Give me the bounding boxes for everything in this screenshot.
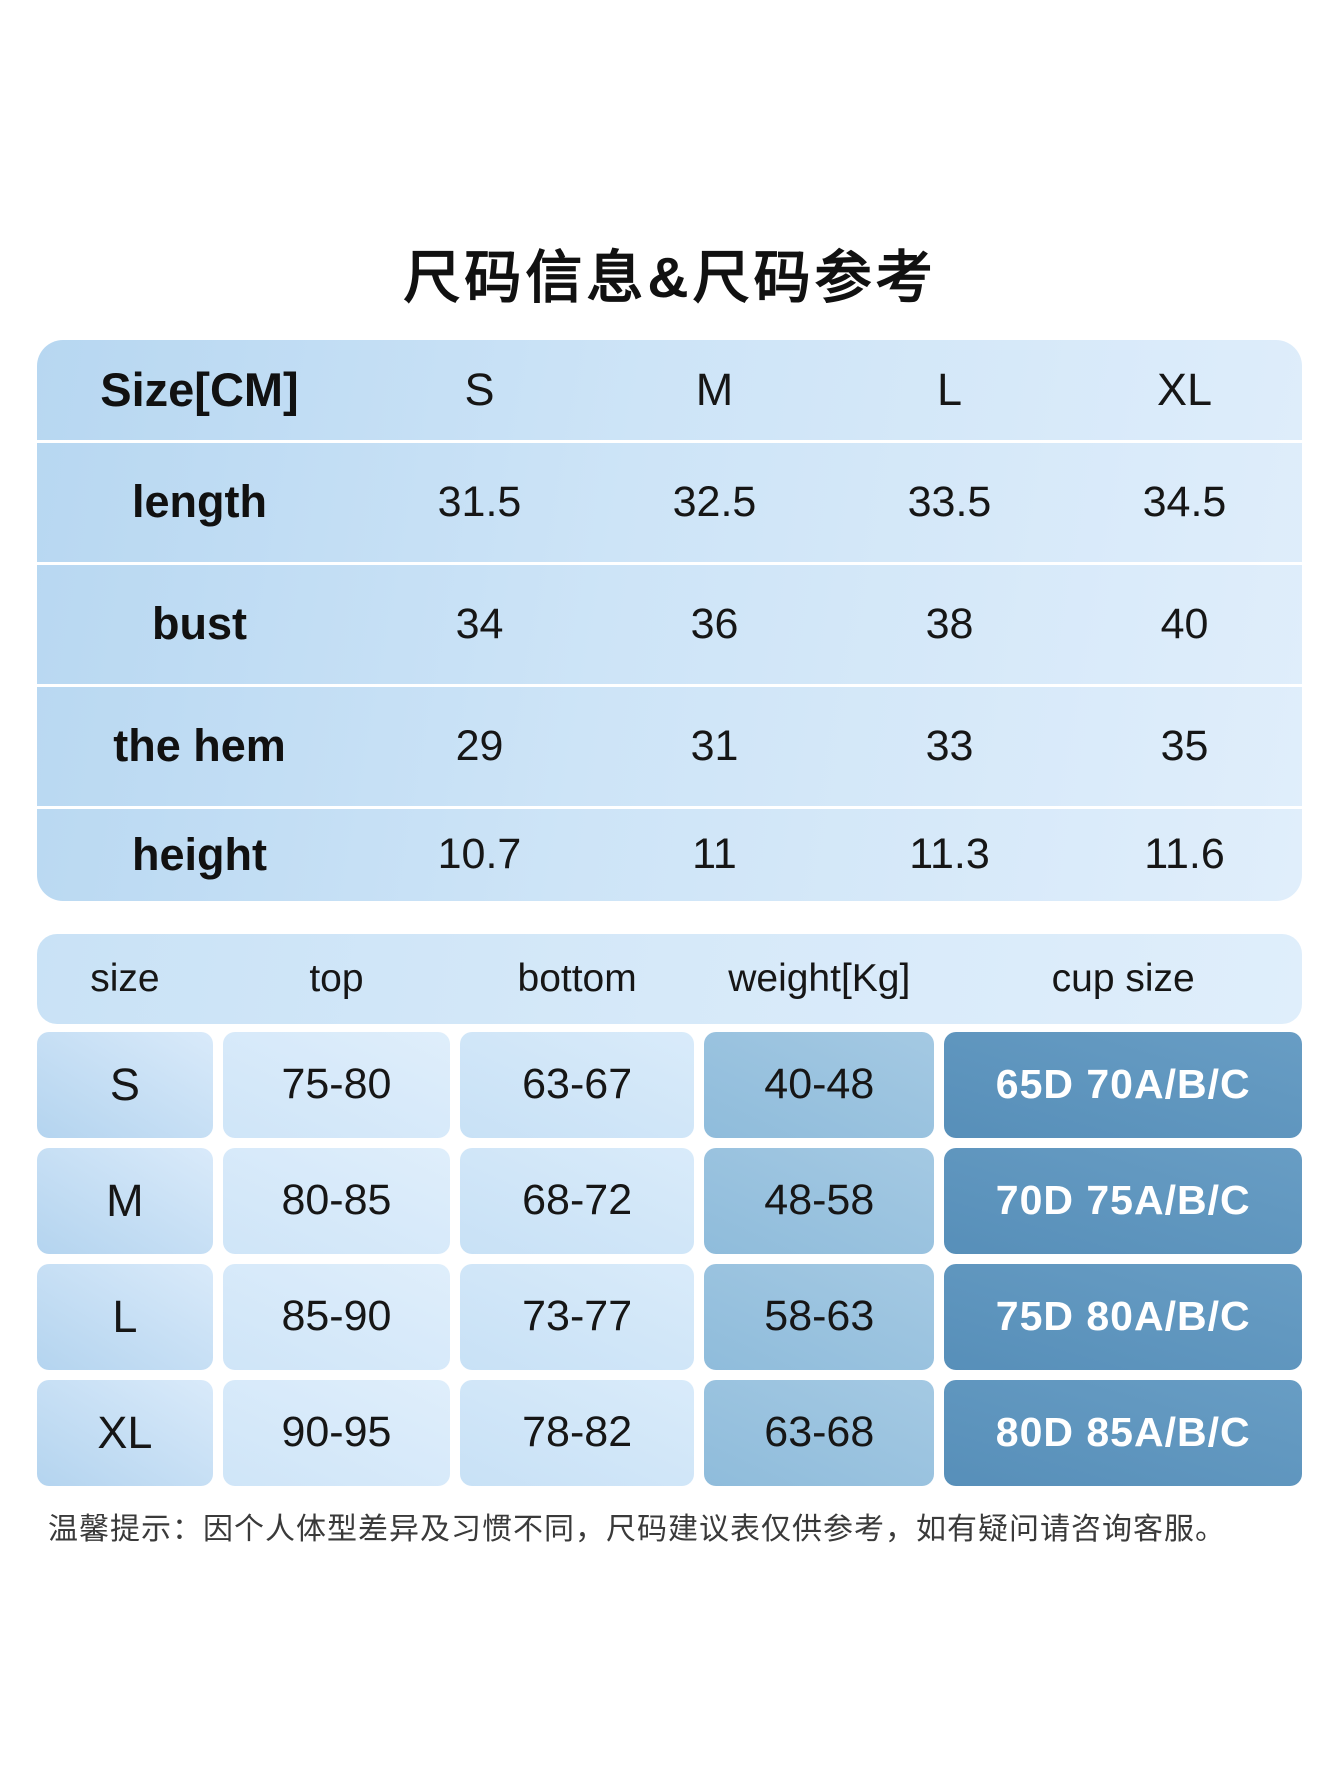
cell-value: 29 [455,721,504,770]
cell-value: 32.5 [672,477,757,526]
row-label: the hem [113,720,286,772]
cell-value: 38 [925,599,974,648]
bottom-cell: 78-82 [460,1379,695,1486]
top-cell: 85-90 [222,1263,451,1370]
ref-row-xl: XL 90-95 78-82 63-68 80D 85A/B/C [37,1379,1302,1486]
ref-col-header-top: top [309,956,364,1000]
size-cell: XL [37,1379,213,1486]
bottom-cell: 73-77 [460,1263,695,1370]
size-table-corner-header: Size[CM] [100,363,299,417]
disclaimer-note: 温馨提示：因个人体型差异及习惯不同，尺码建议表仅供参考，如有疑问请咨询客服。 [48,1512,1226,1546]
cell-value: 10.7 [437,830,522,879]
col-header-l: L [936,363,963,415]
size-cell: L [37,1263,213,1370]
size-cell: M [37,1147,213,1254]
ref-col-header-weight: weight[Kg] [728,956,911,1000]
cell-value: 34.5 [1142,477,1227,526]
cup-cell: 70D 75A/B/C [944,1147,1302,1254]
size-table-header-row: Size[CM] S M L XL [37,340,1302,440]
table-row-hem: the hem 29 31 33 35 [37,683,1302,806]
ref-col-header-size: size [90,956,160,1000]
cell-value: 11.3 [909,830,990,879]
cell-value: 31.5 [437,477,522,526]
weight-cell: 40-48 [704,1031,935,1138]
col-header-s: S [464,363,495,415]
cell-value: 11.6 [1144,830,1225,879]
row-label: bust [152,598,247,650]
weight-cell: 58-63 [704,1263,935,1370]
size-table-cm: Size[CM] S M L XL length 31.5 32.5 33.5 … [37,339,1302,901]
bottom-cell: 68-72 [460,1147,695,1254]
cup-cell: 80D 85A/B/C [944,1379,1302,1486]
top-cell: 80-85 [222,1147,451,1254]
top-cell: 90-95 [222,1379,451,1486]
col-header-m: M [695,363,734,415]
page-title: 尺码信息&尺码参考 [403,246,937,310]
table-row-height: height 10.7 11 11.3 11.6 [37,805,1302,901]
col-header-xl: XL [1156,363,1213,415]
cup-cell: 65D 70A/B/C [944,1031,1302,1138]
row-label: length [132,476,267,528]
cell-value: 35 [1160,721,1209,770]
cell-value: 40 [1160,599,1209,648]
ref-row-s: S 75-80 63-67 40-48 65D 70A/B/C [37,1031,1302,1138]
table-row-bust: bust 34 36 38 40 [37,561,1302,684]
table-row-length: length 31.5 32.5 33.5 34.5 [37,439,1302,562]
cell-value: 31 [690,721,739,770]
ref-row-l: L 85-90 73-77 58-63 75D 80A/B/C [37,1263,1302,1370]
reference-table: size top bottom weight[Kg] cup size S 75… [0,933,1340,1486]
weight-cell: 63-68 [704,1379,935,1486]
cell-value: 11 [692,830,737,879]
ref-col-header-bottom: bottom [517,956,637,1000]
size-cell: S [37,1031,213,1138]
cell-value: 33.5 [907,477,992,526]
weight-cell: 48-58 [704,1147,935,1254]
bottom-cell: 63-67 [460,1031,695,1138]
cell-value: 33 [925,721,974,770]
cell-value: 34 [455,599,504,648]
top-cell: 75-80 [222,1031,451,1138]
cup-cell: 75D 80A/B/C [944,1263,1302,1370]
row-label: height [132,828,267,880]
ref-row-m: M 80-85 68-72 48-58 70D 75A/B/C [37,1147,1302,1254]
ref-col-header-cup: cup size [1051,956,1195,1000]
cell-value: 36 [690,599,739,648]
reference-table-header-row: size top bottom weight[Kg] cup size [37,933,1302,1024]
